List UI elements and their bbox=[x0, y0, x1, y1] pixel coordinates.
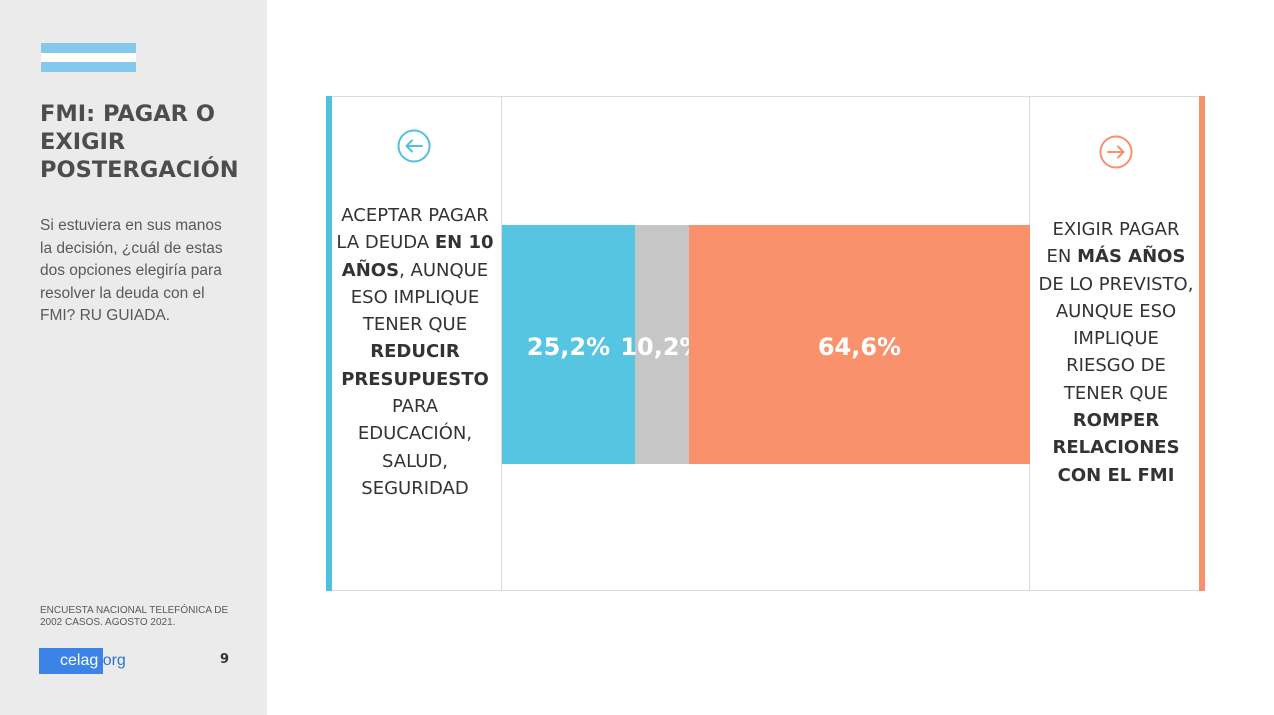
logo-main: celag bbox=[60, 652, 99, 669]
left-option-part-3: PARA EDUCACIÓN, SALUD, SEGURIDAD bbox=[357, 396, 473, 499]
survey-question: Si estuviera en sus manos la decisión, ¿… bbox=[40, 217, 223, 324]
logo-box bbox=[39, 648, 103, 674]
right-accent-bar bbox=[1199, 96, 1205, 591]
arrow-right-circle-icon bbox=[1099, 135, 1133, 169]
logo-text: celag.org bbox=[60, 650, 126, 672]
bar-value-label-1: 25,2% bbox=[526, 332, 611, 361]
sidebar: FMI: PAGAR O EXIGIR POSTERGACIÓN Si estu… bbox=[0, 0, 267, 715]
left-accent-bar bbox=[326, 96, 332, 591]
arrow-left-circle-icon bbox=[397, 129, 431, 163]
left-option-part-2: , AUNQUE ESO IMPLIQUE TENER QUE bbox=[350, 259, 489, 336]
right-option-part-1: EXIGIR PAGAR EN bbox=[1046, 219, 1180, 268]
source-line-1: ENCUESTA NACIONAL TELEFÓNICA DE bbox=[40, 605, 229, 616]
left-option-text: ACEPTAR PAGAR LA DEUDA EN 10 AÑOS, AUNQU… bbox=[336, 202, 494, 502]
source-note: ENCUESTA NACIONAL TELEFÓNICA DE 2002 CAS… bbox=[40, 605, 255, 628]
left-option-bold-1: EN 10 AÑOS bbox=[341, 232, 494, 281]
bar-segment-3 bbox=[688, 225, 1030, 464]
right-option-bold-2: ROMPER RELACIONES CON EL FMI bbox=[1052, 410, 1180, 486]
page-title: FMI: PAGAR O EXIGIR POSTERGACIÓN bbox=[40, 101, 239, 183]
right-option-text: EXIGIR PAGAR EN MÁS AÑOS DE LO PREVISTO,… bbox=[1038, 216, 1194, 489]
left-option-part-1: ACEPTAR PAGAR LA DEUDA bbox=[336, 205, 489, 254]
logo-suffix: .org bbox=[98, 652, 126, 669]
right-option-bold-1: MÁS AÑOS bbox=[1077, 246, 1186, 268]
stacked-bar-chart: 25,2% 10,2% 64,6% bbox=[502, 225, 1030, 464]
bar-segment-1 bbox=[502, 225, 636, 464]
celag-logo: celag.org bbox=[39, 648, 174, 674]
left-option-bold-2: REDUCIR PRESUPUESTO bbox=[341, 341, 489, 390]
bar-value-label-3: 64,6% bbox=[817, 332, 902, 361]
bar-segment-2 bbox=[635, 225, 689, 464]
left-divider bbox=[501, 96, 502, 591]
chart-frame bbox=[326, 96, 1205, 591]
argentina-flag-icon bbox=[41, 43, 136, 72]
source-line-2: 2002 CASOS. AGOSTO 2021. bbox=[40, 616, 176, 628]
page-number: 9 bbox=[220, 652, 230, 667]
right-option-part-2: DE LO PREVISTO, AUNQUE ESO IMPLIQUE RIES… bbox=[1038, 273, 1194, 404]
